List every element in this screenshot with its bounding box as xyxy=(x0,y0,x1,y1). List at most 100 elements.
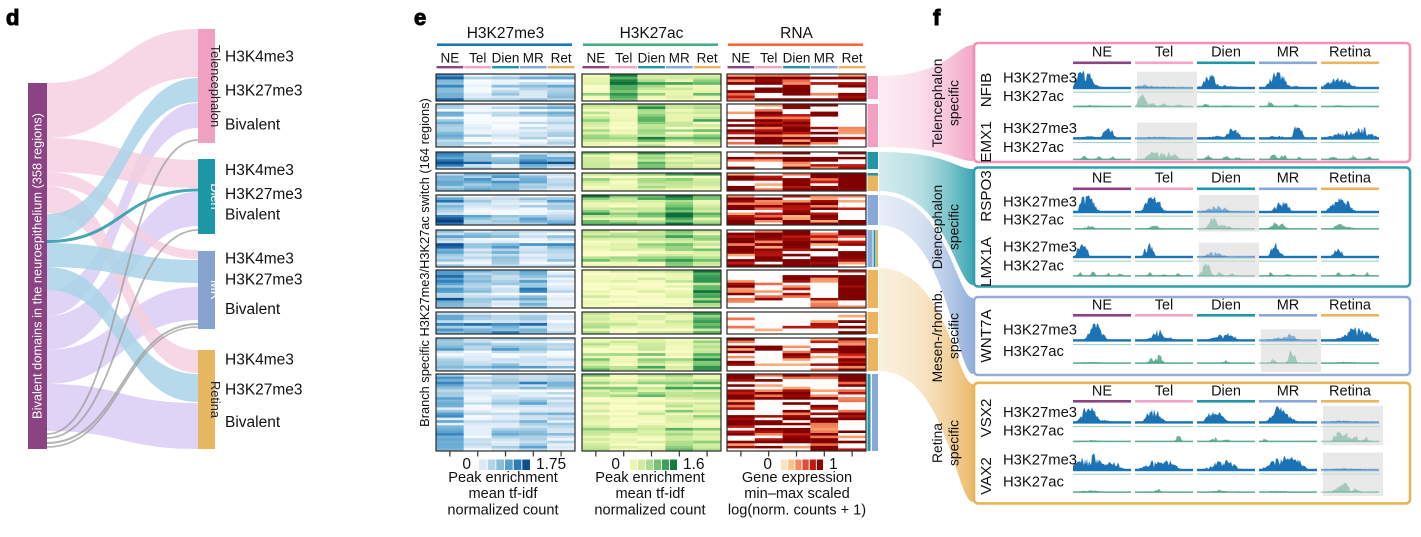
svg-text:mean tf-idf: mean tf-idf xyxy=(469,486,539,502)
svg-text:specific: specific xyxy=(947,204,962,250)
svg-text:d: d xyxy=(6,5,19,30)
svg-text:Telencephalon: Telencephalon xyxy=(930,59,945,148)
svg-text:RNA: RNA xyxy=(780,25,813,42)
svg-text:Retina: Retina xyxy=(1329,171,1372,187)
svg-text:Telencephalon: Telencephalon xyxy=(208,45,223,128)
svg-text:H3K4me3: H3K4me3 xyxy=(225,352,294,369)
svg-text:VAX2: VAX2 xyxy=(978,457,995,495)
svg-text:MR: MR xyxy=(1277,384,1300,400)
svg-text:min–max scaled: min–max scaled xyxy=(744,486,849,502)
svg-text:Gene expression: Gene expression xyxy=(742,470,852,486)
svg-text:Dien: Dien xyxy=(208,183,223,209)
svg-text:H3K27ac: H3K27ac xyxy=(1003,424,1064,440)
svg-text:H3K4me3: H3K4me3 xyxy=(225,49,294,66)
svg-text:Bivalent: Bivalent xyxy=(225,207,281,224)
svg-text:Ret: Ret xyxy=(697,51,718,66)
svg-text:Dien: Dien xyxy=(783,51,811,66)
svg-text:Retina: Retina xyxy=(208,381,223,419)
svg-text:H3K27me3: H3K27me3 xyxy=(225,186,303,203)
svg-text:0: 0 xyxy=(611,456,620,473)
svg-text:H3K27me3: H3K27me3 xyxy=(1003,71,1077,87)
svg-text:e: e xyxy=(414,5,426,30)
svg-text:H3K27me3: H3K27me3 xyxy=(1003,240,1077,256)
svg-text:H3K27me3: H3K27me3 xyxy=(225,382,303,399)
svg-text:NE: NE xyxy=(1092,45,1112,61)
svg-text:VSX2: VSX2 xyxy=(978,399,995,438)
svg-text:Retina: Retina xyxy=(1329,298,1372,314)
svg-text:Retina: Retina xyxy=(1329,384,1372,400)
svg-text:Mesen-/rhomb.: Mesen-/rhomb. xyxy=(930,290,945,383)
svg-text:MR: MR xyxy=(208,280,223,300)
svg-text:H3K27me3: H3K27me3 xyxy=(1003,195,1077,211)
svg-text:f: f xyxy=(933,5,941,30)
svg-text:Tel: Tel xyxy=(1155,45,1174,61)
svg-text:H3K27ac: H3K27ac xyxy=(1003,213,1064,229)
svg-text:NE: NE xyxy=(587,51,606,66)
svg-text:H3K27ac: H3K27ac xyxy=(1003,89,1064,105)
svg-text:MR: MR xyxy=(1277,298,1300,314)
svg-text:H3K27me3: H3K27me3 xyxy=(1003,121,1077,137)
svg-text:NFIB: NFIB xyxy=(978,73,995,108)
svg-text:H3K4me3: H3K4me3 xyxy=(225,162,294,179)
svg-text:Dien: Dien xyxy=(1211,384,1241,400)
svg-text:RSPO3: RSPO3 xyxy=(978,170,995,222)
svg-text:Dien: Dien xyxy=(638,51,666,66)
svg-text:Bivalent: Bivalent xyxy=(225,301,281,318)
svg-text:EMX1: EMX1 xyxy=(978,121,995,162)
svg-text:H3K27me3: H3K27me3 xyxy=(1003,405,1077,421)
svg-text:Tel: Tel xyxy=(1155,298,1174,314)
svg-text:1.75: 1.75 xyxy=(536,456,566,473)
svg-text:H3K27ac: H3K27ac xyxy=(1003,344,1064,360)
svg-text:Ret: Ret xyxy=(551,51,572,66)
svg-text:normalized count: normalized count xyxy=(447,502,558,518)
svg-text:NE: NE xyxy=(1092,171,1112,187)
svg-text:NE: NE xyxy=(1092,384,1112,400)
svg-text:Tel: Tel xyxy=(1155,384,1174,400)
svg-text:1.6: 1.6 xyxy=(683,456,705,473)
svg-text:WNT7A: WNT7A xyxy=(978,309,995,363)
svg-text:NE: NE xyxy=(732,51,751,66)
svg-text:Bivalent: Bivalent xyxy=(225,414,281,431)
svg-text:H3K27me3: H3K27me3 xyxy=(225,83,303,100)
svg-text:Peak enrichment: Peak enrichment xyxy=(595,470,705,486)
svg-text:Dien: Dien xyxy=(492,51,520,66)
svg-text:specific: specific xyxy=(947,420,962,466)
svg-text:H3K4me3: H3K4me3 xyxy=(225,251,294,268)
svg-text:LMX1A: LMX1A xyxy=(978,236,995,287)
svg-text:NE: NE xyxy=(441,51,460,66)
svg-text:Retina: Retina xyxy=(930,423,945,463)
svg-text:Dien: Dien xyxy=(1211,45,1241,61)
svg-text:Tel: Tel xyxy=(469,51,486,66)
svg-text:MR: MR xyxy=(814,51,835,66)
svg-text:Bivalent domains in the neuroe: Bivalent domains in the neuroepithelium … xyxy=(30,113,45,419)
svg-text:H3K27me3: H3K27me3 xyxy=(225,272,303,289)
svg-text:0: 0 xyxy=(763,456,772,473)
svg-text:H3K27ac: H3K27ac xyxy=(1003,259,1064,275)
svg-text:MR: MR xyxy=(1277,171,1300,187)
svg-text:Tel: Tel xyxy=(760,51,777,66)
svg-text:Diencephalon: Diencephalon xyxy=(930,185,945,269)
svg-text:1: 1 xyxy=(829,456,838,473)
svg-text:H3K27ac: H3K27ac xyxy=(620,25,684,42)
svg-text:Bivalent: Bivalent xyxy=(225,117,281,134)
svg-text:Dien: Dien xyxy=(1211,298,1241,314)
svg-text:specific: specific xyxy=(947,313,962,359)
svg-text:H3K27ac: H3K27ac xyxy=(1003,475,1064,491)
svg-text:MR: MR xyxy=(523,51,544,66)
svg-text:H3K27ac: H3K27ac xyxy=(1003,140,1064,156)
svg-text:mean tf-idf: mean tf-idf xyxy=(616,486,686,502)
svg-text:MR: MR xyxy=(1277,45,1300,61)
svg-text:Tel: Tel xyxy=(615,51,632,66)
svg-text:log(norm. counts + 1): log(norm. counts + 1) xyxy=(728,502,866,518)
svg-text:normalized count: normalized count xyxy=(594,502,705,518)
svg-text:Ret: Ret xyxy=(842,51,863,66)
svg-text:H3K27me3: H3K27me3 xyxy=(467,25,545,42)
svg-text:0: 0 xyxy=(462,456,471,473)
svg-text:Retina: Retina xyxy=(1329,45,1372,61)
svg-text:Dien: Dien xyxy=(1211,171,1241,187)
svg-text:NE: NE xyxy=(1092,298,1112,314)
svg-text:Branch specific H3K27me3/H3K27: Branch specific H3K27me3/H3K27ac switch … xyxy=(417,98,432,427)
svg-text:specific: specific xyxy=(947,80,962,126)
svg-text:H3K27me3: H3K27me3 xyxy=(1003,453,1077,469)
svg-text:H3K27me3: H3K27me3 xyxy=(1003,323,1077,339)
